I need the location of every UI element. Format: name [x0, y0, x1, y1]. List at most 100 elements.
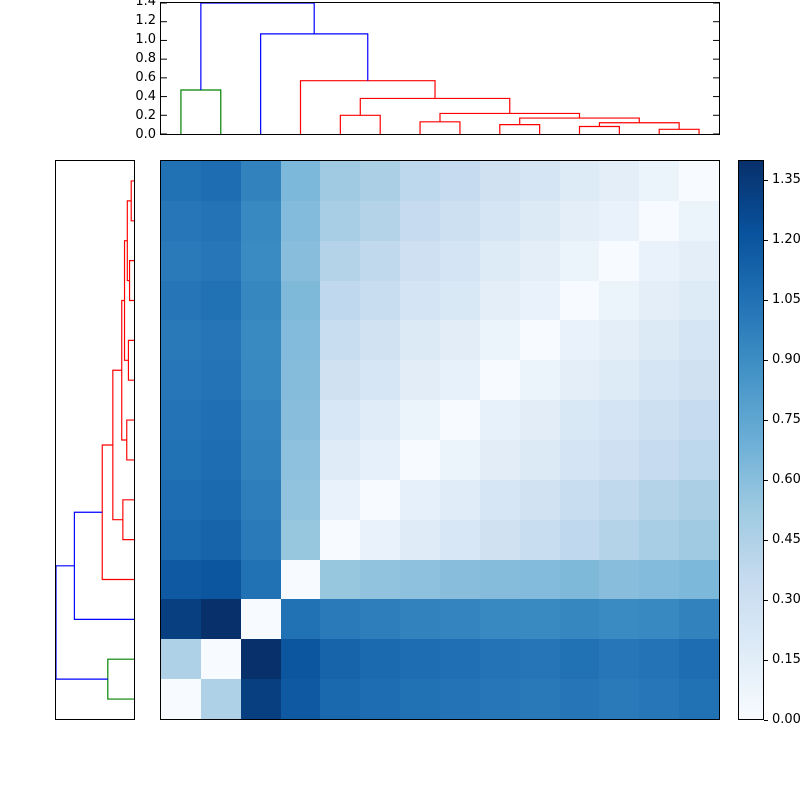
- heatmap-cell: [161, 559, 201, 600]
- colorbar-tick-label: 0.45: [772, 532, 800, 547]
- heatmap-cell: [599, 320, 640, 361]
- colorbar-tick-mark: [764, 720, 768, 721]
- colorbar-tick-mark: [764, 180, 768, 181]
- heatmap-cell: [599, 400, 640, 440]
- heatmap-cell: [679, 240, 719, 281]
- heatmap-cell: [360, 360, 401, 401]
- heatmap-cell: [559, 440, 600, 480]
- heatmap-cell: [400, 599, 440, 640]
- heatmap-cell: [360, 440, 401, 480]
- heatmap-cell: [200, 400, 241, 440]
- heatmap-cell: [519, 400, 560, 440]
- heatmap-cell: [639, 400, 680, 440]
- heatmap-cell: [599, 161, 640, 201]
- heatmap-cell: [161, 240, 201, 281]
- heatmap-cell: [240, 639, 281, 680]
- heatmap-cell: [440, 599, 480, 640]
- heatmap-cell: [200, 161, 241, 201]
- heatmap-cell: [479, 320, 520, 361]
- heatmap-cell: [519, 559, 560, 600]
- heatmap-cell: [280, 440, 321, 480]
- heatmap-cell: [519, 161, 560, 201]
- heatmap-cell: [679, 639, 719, 680]
- heatmap-cell: [161, 280, 201, 321]
- heatmap-cell: [599, 360, 640, 401]
- heatmap-cell: [360, 559, 401, 600]
- heatmap-cell: [639, 639, 680, 680]
- colorbar-tick-label: 0.75: [772, 412, 800, 427]
- heatmap-cell: [161, 519, 201, 560]
- heatmap-cell: [639, 161, 680, 201]
- heatmap-cell: [440, 320, 480, 361]
- dendrogram-link: [126, 200, 132, 282]
- dendrogram-link: [107, 658, 134, 700]
- heatmap-cell: [240, 559, 281, 600]
- heatmap-cell: [559, 280, 600, 321]
- heatmap-cell: [360, 679, 401, 719]
- dendrogram-link: [260, 33, 369, 134]
- heatmap-cell: [679, 479, 719, 520]
- heatmap-cell: [400, 280, 440, 321]
- heatmap-cell: [679, 519, 719, 560]
- heatmap-cell: [240, 599, 281, 640]
- heatmap-cell: [200, 320, 241, 361]
- colorbar-tick-mark: [764, 300, 768, 301]
- colorbar-tick-mark: [764, 240, 768, 241]
- heatmap-cell: [360, 200, 401, 241]
- heatmap-cell: [679, 679, 719, 719]
- heatmap-cell: [440, 679, 480, 719]
- heatmap-cell: [280, 280, 321, 321]
- heatmap-cell: [519, 679, 560, 719]
- heatmap-cell: [440, 559, 480, 600]
- heatmap-cell: [280, 320, 321, 361]
- dendrogram-link: [519, 117, 640, 125]
- heatmap-cell: [639, 360, 680, 401]
- heatmap-cell: [240, 519, 281, 560]
- heatmap-cell: [360, 161, 401, 201]
- heatmap-cell: [320, 599, 361, 640]
- heatmap-cell: [400, 200, 440, 241]
- colorbar-tick-mark: [764, 420, 768, 421]
- heatmap-cell: [679, 161, 719, 201]
- heatmap-cell: [280, 519, 321, 560]
- heatmap-cell: [280, 639, 321, 680]
- heatmap-cell: [400, 400, 440, 440]
- heatmap-cell: [519, 200, 560, 241]
- heatmap-cell: [240, 161, 281, 201]
- heatmap-cell: [240, 280, 281, 321]
- colorbar-tick-mark: [764, 480, 768, 481]
- heatmap-cell: [639, 479, 680, 520]
- heatmap-cell: [320, 639, 361, 680]
- heatmap-cell: [280, 679, 321, 719]
- heatmap-cell: [479, 240, 520, 281]
- heatmap-cell: [161, 320, 201, 361]
- heatmap-cell: [639, 559, 680, 600]
- heatmap-cell: [519, 599, 560, 640]
- heatmap-cell: [320, 200, 361, 241]
- heatmap-cell: [440, 360, 480, 401]
- heatmap-cell: [200, 559, 241, 600]
- heatmap-cell: [400, 240, 440, 281]
- heatmap-cell: [161, 360, 201, 401]
- colorbar-tick-label: 0.90: [772, 352, 800, 367]
- heatmap-cell: [599, 559, 640, 600]
- dendrogram-link: [598, 122, 680, 130]
- colorbar-labels: 0.00 0.15 0.30 0.45 0.60 0.75 0.90 1.05 1.20 1.35: [764, 0, 800, 730]
- heatmap-cell: [440, 639, 480, 680]
- top-dendrogram-svg: [161, 3, 719, 134]
- heatmap-cell: [479, 639, 520, 680]
- heatmap-cell: [200, 479, 241, 520]
- heatmap-cell: [161, 440, 201, 480]
- colorbar-gradient: [739, 161, 763, 719]
- heatmap-cell: [679, 200, 719, 241]
- colorbar-tick-label: 0.15: [772, 652, 800, 667]
- colorbar-tick-label: 1.35: [772, 172, 800, 187]
- heatmap-cell: [320, 479, 361, 520]
- heatmap-cell: [479, 599, 520, 640]
- colorbar-tick-label: 1.05: [772, 292, 800, 307]
- colorbar-tick-label: 1.20: [772, 232, 800, 247]
- heatmap-cell: [559, 639, 600, 680]
- heatmap-cell: [200, 240, 241, 281]
- heatmap-cell: [599, 679, 640, 719]
- colorbar-tick-mark: [764, 360, 768, 361]
